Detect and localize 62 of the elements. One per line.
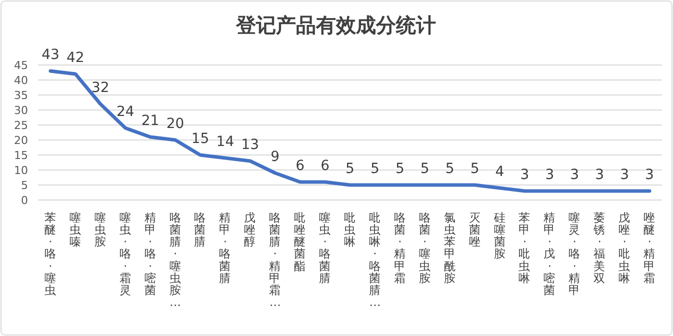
x-tick-label: 吡虫啉·咯菌腈…: [368, 210, 381, 310]
x-tick-label: 苯甲·吡虫啉: [518, 210, 531, 285]
x-tick-label: 萎锈·福美双: [592, 210, 606, 285]
x-tick-label: 噻虫·咯·霜灵: [119, 210, 132, 297]
x-tick-label: 咯菌·噻虫胺: [418, 210, 431, 285]
data-label: 3: [645, 167, 654, 183]
y-tick-label: 15: [14, 149, 28, 162]
y-tick-label: 0: [21, 194, 28, 207]
y-tick-label: 30: [14, 104, 28, 117]
y-tick-label: 5: [21, 179, 28, 192]
data-label: 9: [270, 149, 280, 165]
data-label: 5: [370, 161, 380, 177]
x-tick-label: 咯菌腈: [194, 210, 206, 249]
y-tick-label: 40: [14, 74, 28, 87]
x-tick-label: 咯菌腈·噻虫胺…: [169, 210, 182, 310]
data-label: 3: [545, 167, 554, 183]
x-tick-label: 噻虫·咯菌腈: [319, 210, 332, 285]
data-label: 15: [191, 131, 210, 147]
chart-title: 登记产品有效成分统计: [235, 13, 436, 37]
data-label: 24: [116, 104, 134, 120]
x-tick-label: 精甲·咯·嘧菌: [144, 210, 156, 297]
x-tick-label: 咯菌·精甲霜: [394, 210, 406, 285]
x-tick-label: 苯醚·咯·噻虫: [44, 210, 56, 297]
x-tick-label: 吡唑醚菌酯: [294, 210, 306, 273]
data-label: 3: [520, 167, 530, 183]
data-label: 6: [296, 158, 305, 174]
data-label: 42: [66, 50, 84, 66]
y-tick-label: 35: [14, 89, 28, 102]
x-tick-label: 噻虫嗪: [69, 210, 82, 249]
x-tick-label: 噻虫胺: [94, 210, 106, 249]
data-label: 3: [620, 167, 630, 183]
x-tick-label: 戊唑·吡虫啉: [618, 210, 631, 285]
data-label: 32: [91, 80, 110, 96]
y-tick-label: 45: [14, 59, 28, 72]
x-tick-label: 戊唑醇: [244, 210, 256, 249]
data-label: 5: [470, 161, 480, 177]
data-label: 3: [595, 167, 604, 183]
y-tick-label: 25: [14, 119, 28, 132]
data-label: 43: [42, 47, 60, 63]
x-tick-label: 精甲·咯菌腈: [219, 210, 232, 285]
line-series: [48, 69, 652, 193]
x-tick-label: 吡虫啉: [344, 210, 356, 249]
data-label: 20: [166, 116, 184, 132]
data-label: 5: [420, 161, 430, 177]
data-label: 6: [320, 158, 330, 174]
x-tick-label: 唑醚·精甲霜: [644, 210, 656, 285]
data-label: 4: [495, 164, 504, 180]
x-tick-label: 灭菌唑: [468, 210, 481, 249]
data-label: 5: [395, 161, 404, 177]
data-label: 5: [346, 161, 354, 177]
y-tick-label: 10: [14, 164, 28, 177]
data-label: 3: [570, 167, 580, 183]
x-tick-label: 硅噻菌胺: [492, 210, 506, 261]
x-tick-label: 氯虫苯甲酰胺: [444, 210, 456, 285]
data-label: 21: [141, 113, 160, 129]
data-label: 5: [445, 161, 454, 177]
y-tick-label: 20: [14, 134, 28, 147]
x-tick-label: 精甲·戊·嘧菌: [544, 210, 556, 297]
data-label: 14: [216, 134, 234, 150]
x-tick-label: 噻灵·咯·精甲: [568, 210, 581, 297]
x-tick-label: 咯菌腈·精甲霜…: [269, 210, 282, 310]
data-label: 13: [241, 137, 260, 153]
